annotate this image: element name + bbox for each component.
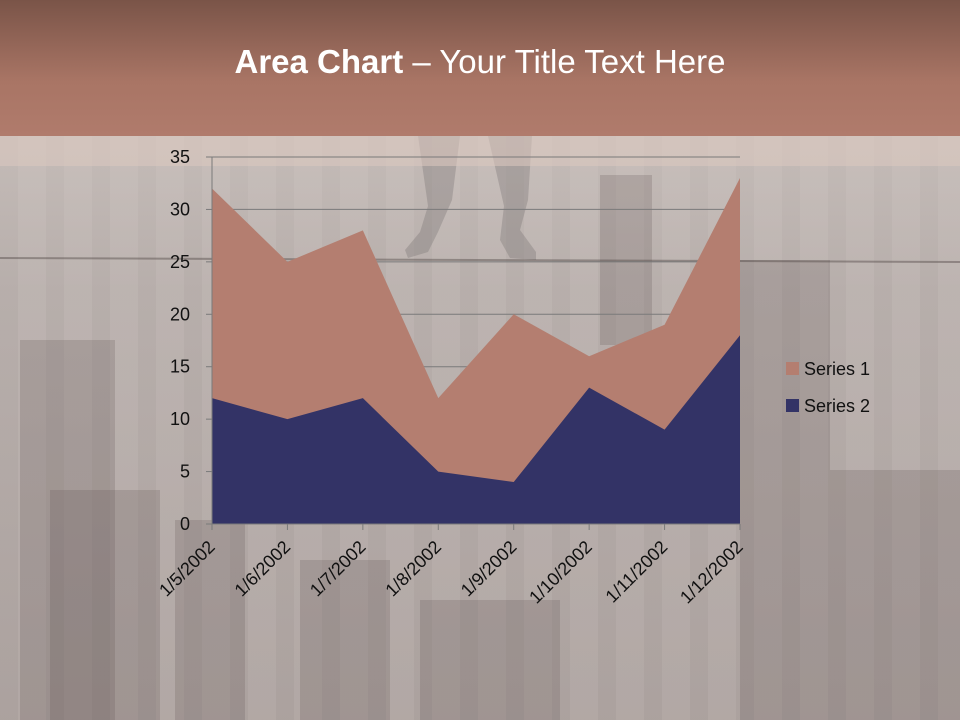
y-tick-label: 10 (170, 409, 190, 429)
x-tick-label: 1/9/2002 (457, 537, 521, 601)
y-tick-label: 5 (180, 462, 190, 482)
title-bar-band (0, 136, 960, 166)
walking-person-figure (405, 136, 536, 260)
y-tick-label: 20 (170, 304, 190, 324)
x-tick-label: 1/8/2002 (381, 537, 445, 601)
y-tick-label: 25 (170, 252, 190, 272)
legend: Series 1 Series 2 (786, 359, 870, 416)
legend-swatch-2 (786, 399, 799, 412)
y-tick-label: 15 (170, 357, 190, 377)
legend-label-2: Series 2 (804, 396, 870, 416)
y-tick-label: 0 (180, 514, 190, 534)
legend-label-1: Series 1 (804, 359, 870, 379)
slide-title: Area Chart – Your Title Text Here (0, 40, 960, 84)
series-areas (211, 177, 741, 524)
slide-title-bold: Area Chart (234, 43, 404, 80)
x-tick-label: 1/6/2002 (231, 537, 295, 601)
y-tick-label: 30 (170, 199, 190, 219)
y-tick-label: 35 (170, 147, 190, 167)
x-tick-label: 1/7/2002 (306, 537, 370, 601)
x-tick-label: 1/11/2002 (602, 537, 672, 607)
x-tick-label: 1/5/2002 (155, 537, 219, 601)
slide-title-rest: – Your Title Text Here (403, 43, 726, 80)
legend-swatch-1 (786, 362, 799, 375)
x-tick-label: 1/12/2002 (676, 537, 747, 608)
x-tick-label: 1/10/2002 (525, 537, 596, 608)
series-area-2 (212, 335, 740, 524)
title-bar (0, 0, 960, 136)
